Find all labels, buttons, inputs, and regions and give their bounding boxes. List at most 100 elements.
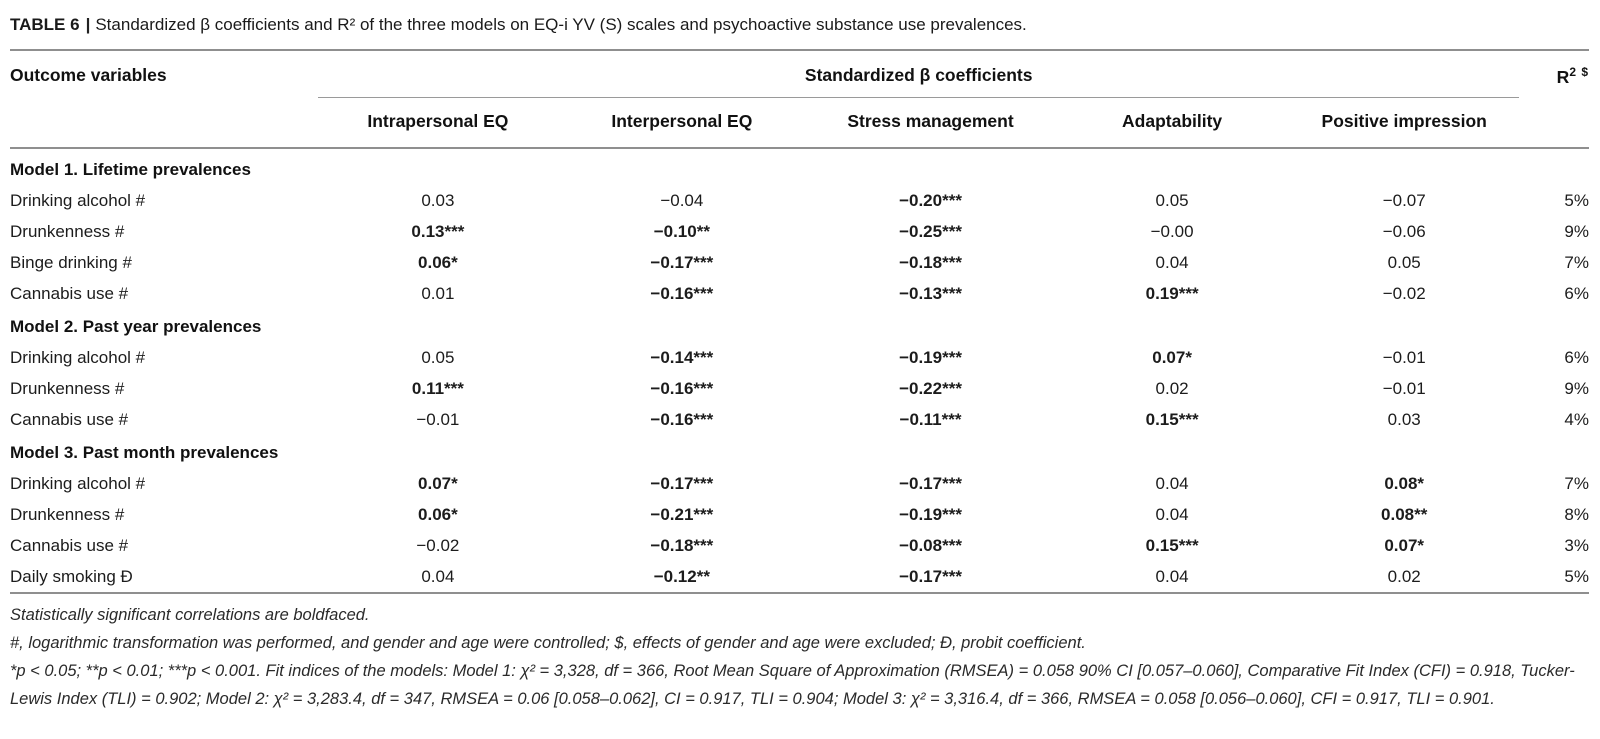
r-squared-header: R2 $ <box>1519 50 1589 149</box>
subheader-positive-impression: Positive impression <box>1288 97 1520 149</box>
subheader-interpersonal: Interpersonal EQ <box>557 97 806 149</box>
coefficient-cell: −0.19*** <box>899 505 962 524</box>
table-row: Daily smoking Ð 0.04 −0.12** −0.17*** 0.04 0.… <box>10 561 1589 593</box>
table-row: Drinking alcohol # 0.05 −0.14*** −0.19*** 0.… <box>10 342 1589 373</box>
coefficient-cell: −0.11*** <box>899 410 962 429</box>
header-row-top: Outcome variables Standardized β coeffic… <box>10 50 1589 149</box>
coefficient-cell: −0.00 <box>1150 222 1194 241</box>
coefficient-cell: −0.04 <box>660 191 704 210</box>
section-row: Model 1. Lifetime prevalences <box>10 148 1589 185</box>
outcome-variable-label: Drunkenness # <box>10 222 125 241</box>
table-header: Outcome variables Standardized β coeffic… <box>10 50 1589 149</box>
coefficient-cell: 0.01 <box>421 284 455 303</box>
section-row: Model 2. Past year prevalences <box>10 309 1589 342</box>
table-row: Drunkenness # 0.13*** −0.10** −0.25*** −0.00… <box>10 216 1589 247</box>
coefficient-cell: −0.18*** <box>899 253 962 272</box>
outcome-variable-label: Drinking alcohol # <box>10 474 146 493</box>
coefficient-cell: −0.17*** <box>650 253 714 272</box>
outcome-variable-label: Drunkenness # <box>10 505 125 524</box>
coefficient-cell: 0.15*** <box>1145 536 1199 555</box>
r-squared-sup: 2 $ <box>1569 65 1589 79</box>
table-row: Drinking alcohol # 0.07* −0.17*** −0.17*** 0… <box>10 468 1589 499</box>
footnote-boldface: Statistically significant correlations a… <box>10 606 370 624</box>
coefficient-cell: 0.05 <box>421 348 455 367</box>
coefficient-cell: 0.05 <box>1155 191 1189 210</box>
coefficient-cell: 0.04 <box>1155 567 1189 586</box>
table-row: Cannabis use # 0.01 −0.16*** −0.13*** 0.19**… <box>10 278 1589 309</box>
coefficient-cell: 0.02 <box>1155 379 1189 398</box>
outcome-variable-label: Drinking alcohol # <box>10 348 146 367</box>
coefficient-cell: −0.16*** <box>650 379 714 398</box>
coefficient-cell: −0.20*** <box>899 191 962 210</box>
r-squared-cell: 9% <box>1564 379 1589 398</box>
coefficient-cell: −0.16*** <box>650 410 714 429</box>
coefficient-cell: 0.05 <box>1387 253 1421 272</box>
coefficient-cell: 0.11*** <box>411 379 464 398</box>
outcome-variable-label: Daily smoking Ð <box>10 567 133 586</box>
coefficient-cell: 0.02 <box>1387 567 1421 586</box>
r-squared-cell: 9% <box>1564 222 1589 241</box>
coefficient-cell: 0.06* <box>418 505 458 524</box>
r-squared-cell: 6% <box>1564 348 1589 367</box>
section-row: Model 3. Past month prevalences <box>10 435 1589 468</box>
coefficient-cell: 0.08** <box>1381 505 1428 524</box>
coefficient-cell: −0.21*** <box>650 505 714 524</box>
coefficient-cell: 0.13*** <box>411 222 465 241</box>
outcome-variable-label: Drinking alcohol # <box>10 191 146 210</box>
coefficient-cell: −0.14*** <box>650 348 714 367</box>
outcome-variable-label: Binge drinking # <box>10 253 132 272</box>
table-footnotes: Statistically significant correlations a… <box>10 594 1589 713</box>
coefficient-cell: 0.07* <box>418 474 458 493</box>
coefficient-cell: 0.07* <box>1152 348 1192 367</box>
coefficient-cell: −0.10** <box>653 222 710 241</box>
coefficient-cell: −0.17*** <box>899 474 962 493</box>
model-section-label: Model 3. Past month prevalences <box>10 443 279 462</box>
outcome-variables-header: Outcome variables <box>10 50 318 149</box>
table-caption-text: Standardized β coefficients and R² of th… <box>95 15 1027 34</box>
subheader-stress-management: Stress management <box>805 97 1056 149</box>
coefficient-cell: 0.15*** <box>1145 410 1199 429</box>
coefficient-cell: 0.04 <box>1155 474 1189 493</box>
coefficient-cell: −0.25*** <box>899 222 962 241</box>
r-squared-cell: 5% <box>1564 567 1589 586</box>
r-squared-cell: 8% <box>1564 505 1589 524</box>
coefficient-cell: −0.22*** <box>899 379 962 398</box>
subheader-intrapersonal: Intrapersonal EQ <box>317 97 558 149</box>
outcome-variable-label: Cannabis use # <box>10 284 129 303</box>
caption-separator: | <box>85 15 91 34</box>
coefficient-cell: 0.04 <box>1155 253 1189 272</box>
r-squared-cell: 3% <box>1564 536 1589 555</box>
model-section-label: Model 2. Past year prevalences <box>10 317 262 336</box>
r-squared-cell: 6% <box>1564 284 1589 303</box>
coefficient-cell: −0.01 <box>1382 348 1426 367</box>
beta-coefficients-span-header: Standardized β coefficients <box>317 50 1520 98</box>
table-row: Drunkenness # 0.06* −0.21*** −0.19*** 0.04 0.… <box>10 499 1589 530</box>
table-body: Model 1. Lifetime prevalences Drinking al… <box>10 148 1589 593</box>
coefficient-cell: 0.04 <box>1155 505 1189 524</box>
outcome-variable-label: Cannabis use # <box>10 410 129 429</box>
coefficient-cell: −0.12** <box>653 567 710 586</box>
coefficient-cell: −0.02 <box>1382 284 1426 303</box>
coefficient-cell: 0.07* <box>1384 536 1425 555</box>
coefficient-cell: −0.17*** <box>899 567 962 586</box>
coefficient-cell: 0.03 <box>1387 410 1421 429</box>
table-row: Drinking alcohol # 0.03 −0.04 −0.20*** 0.05 −… <box>10 185 1589 216</box>
coefficient-cell: 0.03 <box>421 191 455 210</box>
coefficient-cell: −0.13*** <box>899 284 962 303</box>
table-row: Binge drinking # 0.06* −0.17*** −0.18*** 0.0… <box>10 247 1589 278</box>
coefficient-cell: −0.01 <box>416 410 460 429</box>
coefficient-cell: −0.19*** <box>899 348 962 367</box>
table-caption: TABLE 6 | Standardized β coefficients and … <box>10 8 1589 49</box>
outcome-variable-label: Drunkenness # <box>10 379 125 398</box>
coefficient-cell: −0.16*** <box>650 284 714 303</box>
coefficient-cell: 0.08* <box>1384 474 1425 493</box>
table-row: Cannabis use # −0.02 −0.18*** −0.08*** 0.15*… <box>10 530 1589 561</box>
header-row-scales: Intrapersonal EQ Interpersonal EQ Stress… <box>10 97 1589 149</box>
coefficients-table: Outcome variables Standardized β coeffic… <box>10 49 1589 594</box>
coefficient-cell: 0.04 <box>421 567 455 586</box>
coefficient-cell: −0.08*** <box>899 536 962 555</box>
coefficient-cell: −0.02 <box>416 536 460 555</box>
r-squared-cell: 5% <box>1564 191 1589 210</box>
outcome-variable-label: Cannabis use # <box>10 536 129 555</box>
